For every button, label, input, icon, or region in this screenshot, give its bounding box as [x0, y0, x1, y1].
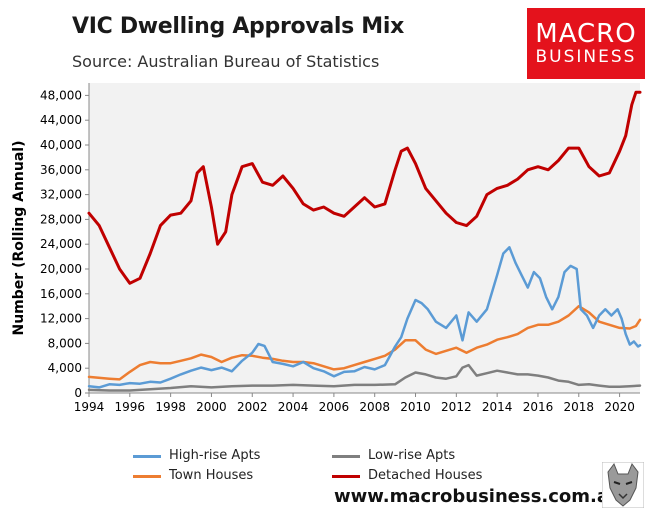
legend-label: High-rise Apts [169, 448, 261, 463]
wolf-logo-icon [602, 462, 644, 508]
logo-line-2: BUSINESS [535, 46, 637, 67]
y-tick-label: 4,000 [48, 361, 82, 375]
y-tick-label: 32,000 [40, 188, 82, 202]
y-tick-label: 44,000 [40, 113, 82, 127]
x-tick-label: 2010 [400, 400, 431, 414]
legend-label: Low-rise Apts [368, 448, 456, 463]
x-tick-label: 2006 [319, 400, 350, 414]
legend-label: Detached Houses [368, 468, 483, 483]
y-tick-label: 36,000 [40, 163, 82, 177]
x-tick-label: 2004 [278, 400, 309, 414]
macrobusiness-logo: MACRO BUSINESS [527, 8, 645, 79]
series-line-low-rise-apts [87, 363, 642, 392]
y-tick-label: 16,000 [40, 287, 82, 301]
y-tick-label: 48,000 [40, 88, 82, 102]
y-tick-label: 24,000 [40, 237, 82, 251]
x-tick-label: 1996 [115, 400, 146, 414]
legend-swatch [133, 475, 161, 478]
x-tick-label: 2014 [482, 400, 513, 414]
legend-label: Town Houses [169, 468, 254, 483]
legend-swatch [332, 475, 360, 478]
x-tick-label: 1998 [155, 400, 186, 414]
y-tick-label: 28,000 [40, 212, 82, 226]
x-tick-label: 2000 [196, 400, 227, 414]
x-tick-label: 2018 [564, 400, 595, 414]
x-tick-label: 1994 [74, 400, 105, 414]
series-lines [87, 90, 642, 392]
series-line-detached-houses [87, 90, 642, 285]
y-tick-label: 12,000 [40, 312, 82, 326]
x-tick-label: 2016 [523, 400, 554, 414]
x-tick-label: 2008 [359, 400, 390, 414]
y-tick-label: 0 [74, 386, 82, 400]
logo-line-1: MACRO [535, 18, 637, 49]
legend-swatch [133, 455, 161, 458]
y-tick-label: 20,000 [40, 262, 82, 276]
x-tick-label: 2002 [237, 400, 268, 414]
chart-subtitle: Source: Australian Bureau of Statistics [72, 52, 380, 71]
y-axis-label: Number (Rolling Annual) [11, 140, 27, 335]
series-line-town-houses [87, 304, 642, 381]
legend-swatch [332, 455, 360, 458]
x-tick-label: 2012 [441, 400, 472, 414]
plot-area [89, 83, 640, 393]
series-line-high-rise-apts [87, 246, 642, 389]
y-tick-label: 40,000 [40, 138, 82, 152]
footer-url: www.macrobusiness.com.au [334, 486, 622, 507]
axes: 0 4,000 8,000 12,000 16,000 20,000 24,000 28,00… [40, 83, 640, 414]
chart-title: VIC Dwelling Approvals Mix [72, 14, 405, 39]
x-tick-label: 2020 [604, 400, 635, 414]
y-tick-label: 8,000 [48, 336, 82, 350]
